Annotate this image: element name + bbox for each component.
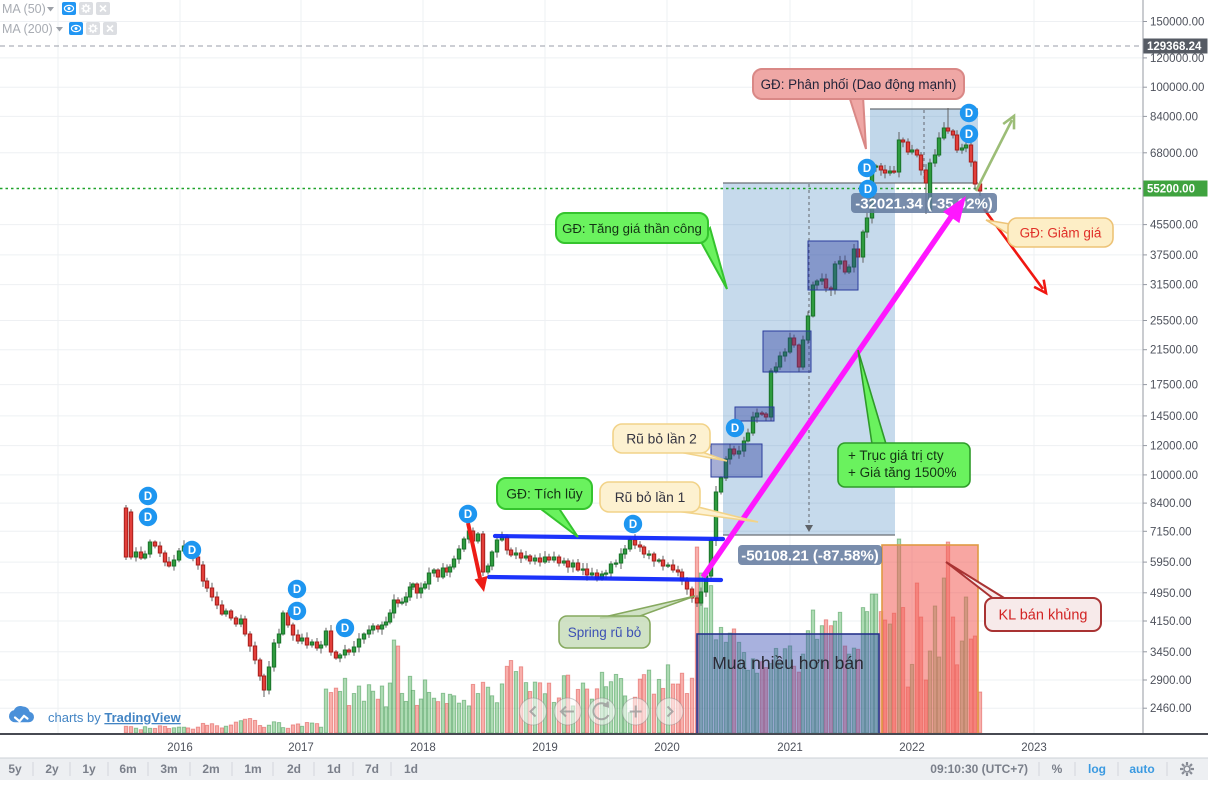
svg-text:Mua nhiều hơn bán: Mua nhiều hơn bán	[712, 653, 864, 673]
svg-text:Spring rũ bỏ: Spring rũ bỏ	[568, 625, 642, 640]
svg-text:+ Giá tăng 1500%: + Giá tăng 1500%	[848, 465, 956, 480]
svg-text:Rũ bỏ lần 2: Rũ bỏ lần 2	[626, 431, 697, 446]
svg-text:100000.00: 100000.00	[1150, 82, 1204, 94]
svg-text:55200.00: 55200.00	[1147, 184, 1195, 196]
svg-text:3m: 3m	[160, 762, 177, 776]
svg-text:D: D	[293, 606, 301, 618]
svg-text:7d: 7d	[365, 762, 379, 776]
svg-text:68000.00: 68000.00	[1150, 148, 1198, 160]
svg-text:25500.00: 25500.00	[1150, 316, 1198, 328]
svg-text:GĐ: Tích lũy: GĐ: Tích lũy	[506, 486, 583, 501]
svg-text:8400.00: 8400.00	[1150, 498, 1192, 510]
svg-text:12000.00: 12000.00	[1150, 441, 1198, 453]
svg-text:auto: auto	[1129, 762, 1154, 776]
svg-text:5y: 5y	[8, 762, 22, 776]
svg-text:2900.00: 2900.00	[1150, 675, 1192, 687]
svg-text:4950.00: 4950.00	[1150, 588, 1192, 600]
svg-text:D: D	[864, 184, 872, 196]
svg-text:MA (50): MA (50)	[2, 2, 46, 16]
svg-text:4150.00: 4150.00	[1150, 616, 1192, 628]
svg-text:45500.00: 45500.00	[1150, 220, 1198, 232]
svg-text:09:10:30 (UTC+7): 09:10:30 (UTC+7)	[930, 762, 1028, 776]
svg-text:GĐ: Giảm giá: GĐ: Giảm giá	[1020, 225, 1102, 240]
svg-text:2023: 2023	[1021, 742, 1047, 754]
svg-text:charts by TradingView: charts by TradingView	[48, 710, 182, 725]
svg-text:2016: 2016	[167, 742, 193, 754]
svg-text:GĐ: Phân phối (Dao động mạnh): GĐ: Phân phối (Dao động mạnh)	[761, 77, 957, 92]
svg-text:10000.00: 10000.00	[1150, 470, 1198, 482]
svg-text:D: D	[144, 512, 152, 524]
svg-text:2017: 2017	[288, 742, 314, 754]
svg-text:D: D	[188, 545, 196, 557]
svg-text:D: D	[341, 623, 349, 635]
svg-text:150000.00: 150000.00	[1150, 17, 1204, 29]
svg-text:-50108.21 (-87.58%): -50108.21 (-87.58%)	[741, 548, 879, 565]
svg-text:2018: 2018	[410, 742, 436, 754]
svg-text:7150.00: 7150.00	[1150, 526, 1192, 538]
svg-text:1m: 1m	[244, 762, 261, 776]
svg-text:2021: 2021	[777, 742, 803, 754]
svg-text:GĐ: Tăng giá thần công: GĐ: Tăng giá thần công	[562, 221, 702, 236]
svg-text:37500.00: 37500.00	[1150, 250, 1198, 262]
svg-text:2y: 2y	[45, 762, 59, 776]
svg-text:D: D	[629, 519, 637, 531]
svg-text:D: D	[965, 129, 973, 141]
svg-text:log: log	[1088, 762, 1106, 776]
svg-text:14500.00: 14500.00	[1150, 411, 1198, 423]
svg-text:D: D	[965, 108, 973, 120]
svg-text:2m: 2m	[202, 762, 219, 776]
svg-text:D: D	[293, 584, 301, 596]
svg-text:MA (200): MA (200)	[2, 22, 53, 36]
svg-text:2460.00: 2460.00	[1150, 703, 1192, 715]
svg-text:%: %	[1052, 762, 1063, 776]
svg-text:Rũ bỏ lần 1: Rũ bỏ lần 1	[615, 490, 686, 505]
svg-text:KL bán khủng: KL bán khủng	[999, 608, 1088, 624]
svg-text:3450.00: 3450.00	[1150, 647, 1192, 659]
svg-text:17500.00: 17500.00	[1150, 380, 1198, 392]
svg-text:2019: 2019	[532, 742, 558, 754]
svg-text:D: D	[144, 491, 152, 503]
svg-text:-32021.34 (-35.92%): -32021.34 (-35.92%)	[855, 196, 993, 213]
svg-text:D: D	[464, 509, 472, 521]
svg-text:2020: 2020	[654, 742, 680, 754]
svg-text:2d: 2d	[287, 762, 301, 776]
svg-text:129368.24: 129368.24	[1147, 41, 1202, 53]
svg-text:31500.00: 31500.00	[1150, 280, 1198, 292]
svg-text:1y: 1y	[82, 762, 96, 776]
svg-text:1d: 1d	[404, 762, 418, 776]
svg-text:+ Trục giá trị cty: + Trục giá trị cty	[848, 448, 944, 463]
svg-text:D: D	[731, 423, 739, 435]
svg-text:5950.00: 5950.00	[1150, 557, 1192, 569]
svg-text:2022: 2022	[899, 742, 925, 754]
svg-text:120000.00: 120000.00	[1150, 53, 1204, 65]
svg-text:D: D	[863, 163, 871, 175]
svg-text:21500.00: 21500.00	[1150, 345, 1198, 357]
svg-text:84000.00: 84000.00	[1150, 111, 1198, 123]
svg-text:6m: 6m	[119, 762, 136, 776]
svg-text:1d: 1d	[327, 762, 341, 776]
